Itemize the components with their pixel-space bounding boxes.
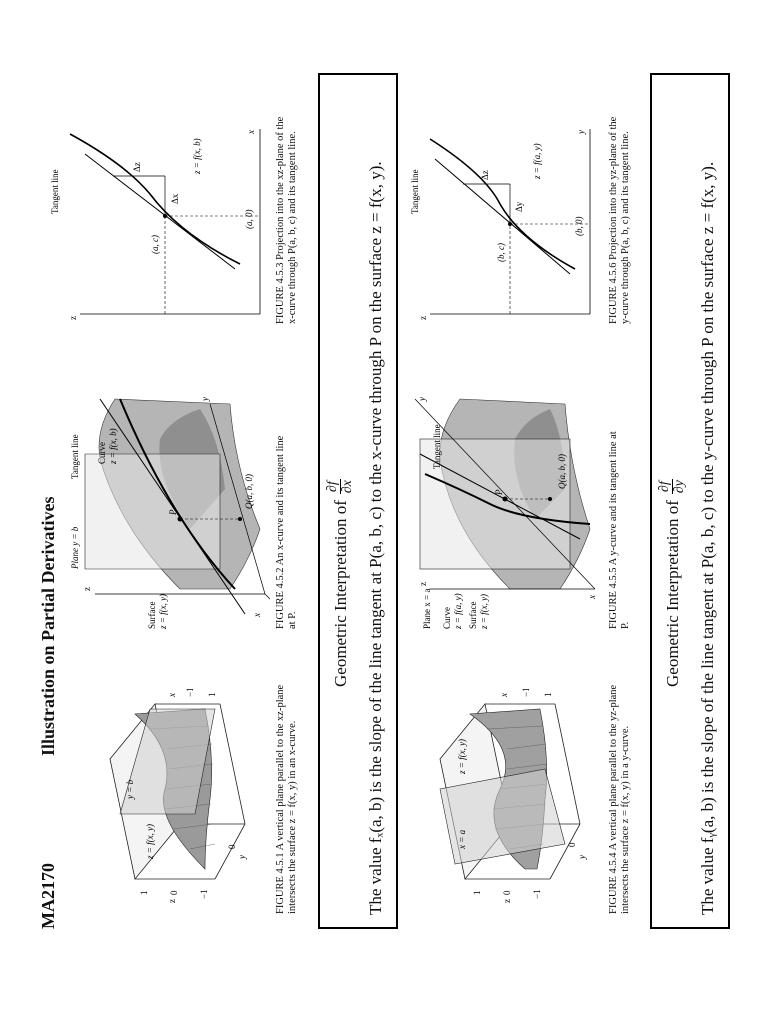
fig6-tangent-label: Tangent line (410, 169, 420, 214)
fig1-x-tick-m1: −1 (185, 689, 195, 697)
fig4-y-label: y (577, 855, 587, 860)
figure-4-5-1: z 1 0 −1 z = f(x, y) y = b x y 0 1 −1 (109, 689, 247, 903)
fig2-curve-label: Curve (97, 442, 107, 464)
fig1-y-label: y (237, 855, 247, 860)
fig1-x-tick-1: 1 (207, 693, 217, 698)
fig2-point-q: Q(a, b, 0) (244, 474, 254, 509)
fig1-y-tick-0: 0 (227, 844, 237, 849)
fig5-surface-label: Surface (468, 602, 478, 629)
fig4-plane-label: x = a (457, 829, 467, 850)
fig3-x-label: x (246, 130, 256, 135)
fig4-surface-label: z = f(x, y) (457, 739, 467, 775)
fig5-curve-label: Curve (442, 607, 452, 629)
fig3-point-label: (a, c) (150, 235, 160, 254)
fig3-curve-label: z = f(x, b) (192, 138, 202, 175)
fig1-z-tick-m1: −1 (199, 889, 209, 899)
fig3-base-label: (a, 0) (244, 210, 254, 230)
row2-geo-prefix: Geometric Interpretation of (662, 500, 682, 687)
row2-geo-heading: Geometric Interpretation of ∂f ∂y (657, 479, 687, 687)
fig1-x-label: x (167, 693, 177, 698)
fig6-y-label: y (576, 130, 586, 135)
row1-partial-num: ∂f (325, 479, 341, 495)
fig5-point-q: Q(a, b, 0) (557, 454, 567, 489)
fig4-z-tick-1: 1 (472, 891, 482, 896)
fig5-point-p: P (494, 489, 504, 496)
fig6-z-axis-label: z (418, 316, 428, 320)
fig1-z-axis-label: z (167, 899, 177, 903)
fig6-point-label: (b, c) (496, 243, 506, 262)
figure-4-5-2: z Plane y = b Tangent line Curve z = f(x… (70, 397, 270, 629)
fig5-tangent-label: Tangent line (432, 424, 442, 469)
fig2-z-axis-label: z (82, 587, 92, 591)
fig2-x-label: x (252, 613, 262, 618)
fig2-curve-eq: z = f(x, b) (108, 428, 118, 465)
fig2-point-p: P (168, 509, 178, 516)
figure-4-5-4-caption: FIGURE 4.5.4 A vertical plane parallel t… (608, 684, 631, 914)
figure-4-5-1-caption: FIGURE 4.5.1 A vertical plane parallel t… (275, 684, 298, 914)
fig2-plane-label: Plane y = b (70, 526, 80, 570)
row1-partial-den: ∂x (340, 480, 355, 494)
fig4-x-tick-m1: −1 (521, 689, 531, 697)
fig4-x-tick-1: 1 (543, 693, 553, 698)
fig1-z-tick-1: 1 (139, 891, 149, 896)
figure-4-5-6-caption: FIGURE 4.5.6 Projection into the yz-plan… (608, 116, 631, 324)
row1-geo-heading: Geometric Interpretation of ∂f ∂x (325, 479, 355, 687)
row1-statement-box: Geometric Interpretation of ∂f ∂x The va… (318, 73, 398, 929)
fig1-plane-label: y = b (125, 779, 135, 800)
fig1-z-tick-0: 0 (169, 890, 179, 895)
fig4-y-tick-0: 0 (567, 842, 577, 847)
fig6-dy-label: Δy (514, 201, 524, 212)
figure-4-5-2-caption: FIGURE 4.5.2 An x-curve and its tangent … (275, 435, 298, 629)
fig4-z-tick-0: 0 (502, 890, 512, 895)
fig5-z-axis-label: z (418, 582, 428, 586)
fig3-z-axis-label: z (68, 316, 78, 320)
fig5-surface-eq: z = f(x, y) (479, 594, 489, 629)
row2-partial-den: ∂y (672, 480, 687, 494)
fig6-base-label: (b, 0) (574, 217, 584, 237)
figure-4-5-4: z 1 0 −1 z = f(x, y) x = a x y 0 1 −1 (439, 689, 587, 903)
row2-partial-num: ∂f (657, 479, 673, 495)
fig4-z-tick-m1: −1 (532, 889, 542, 899)
fig2-tangent-label: Tangent line (70, 434, 80, 479)
fig3-dz-label: Δz (132, 162, 142, 172)
row2-statement: The value fᵧ(a, b) is the slope of the l… (698, 161, 717, 915)
course-code: MA2170 (38, 863, 58, 929)
fig6-curve-label: z = f(a, y) (532, 143, 542, 180)
fig5-y-label: y (417, 397, 427, 402)
row2-statement-box: Geometric Interpretation of ∂f ∂y The va… (650, 73, 730, 929)
row1-statement: The value fₓ(a, b) is the slope of the l… (366, 161, 385, 915)
fig4-z-axis-label: z (502, 899, 512, 903)
fig5-curve-eq: z = f(a, y) (453, 593, 463, 629)
row2-partial-fraction: ∂f ∂y (657, 479, 687, 495)
fig5-plane-label: Plane x = a (422, 589, 432, 629)
row1-geo-prefix: Geometric Interpretation of (330, 500, 350, 687)
fig2-surface-label: Surface (147, 602, 157, 629)
fig3-dx-label: Δx (170, 193, 180, 204)
figure-4-5-3-caption: FIGURE 4.5.3 Projection into the xz-plan… (275, 116, 298, 324)
figure-4-5-6: z Tangent line Δz Δy (b, c) z = f(a, y) … (410, 129, 591, 320)
figure-4-5-3: z Tangent line Δz Δx (a, c) z = f(x, b) … (50, 129, 261, 320)
page-title: Illustration on Partial Derivatives (38, 496, 58, 756)
fig5-x-label: x (587, 595, 597, 600)
fig2-y-label: y (200, 397, 210, 402)
fig2-surface-eq: z = f(x, y) (158, 594, 168, 629)
row1-partial-fraction: ∂f ∂x (325, 479, 355, 495)
figure-4-5-5-caption: FIGURE 4.5.5 A y-curve and its tangent l… (608, 431, 631, 629)
fig3-tangent-label: Tangent line (50, 169, 60, 214)
figure-4-5-5: z Plane x = a Curve z = f(a, y) Surface … (414, 397, 597, 629)
fig6-dz-label: Δz (480, 170, 490, 180)
fig1-surface-label: z = f(x, y) (145, 824, 155, 860)
fig4-x-label: x (499, 693, 509, 698)
